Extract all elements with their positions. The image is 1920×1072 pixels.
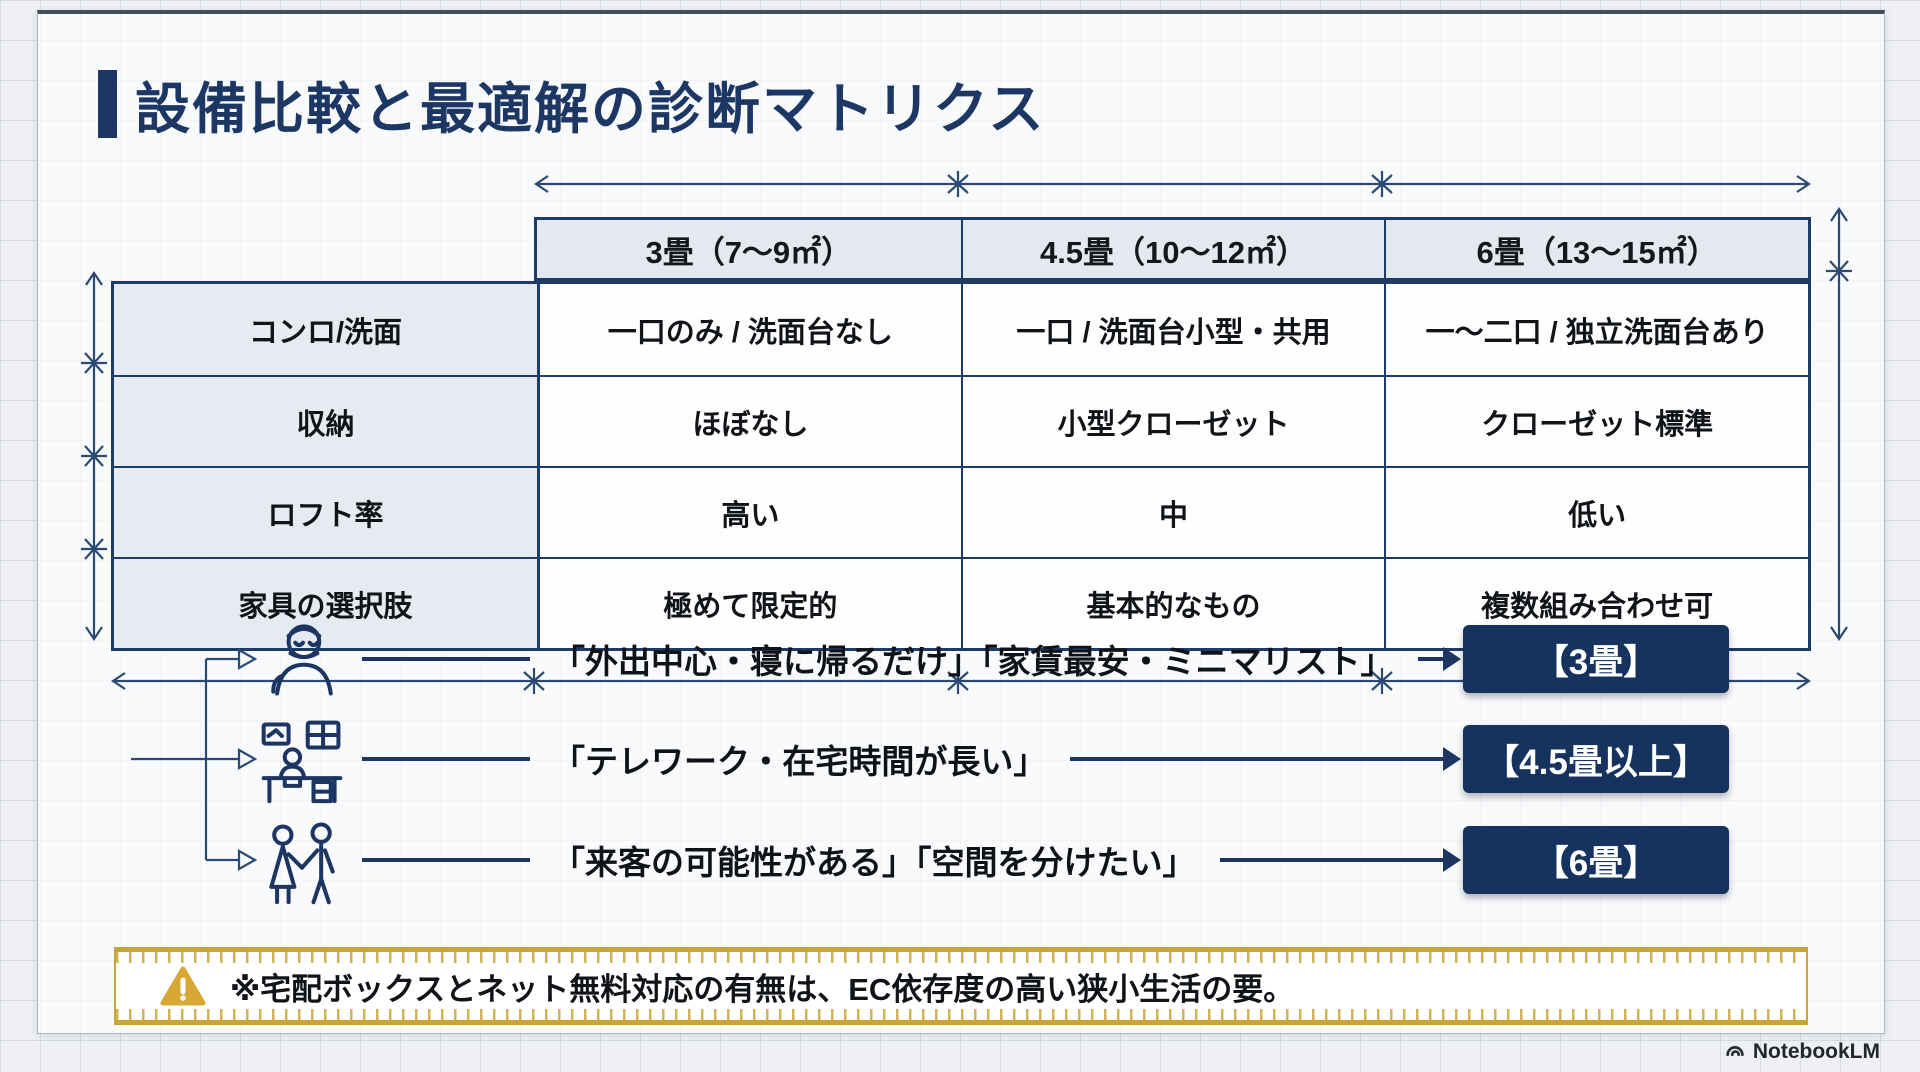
flow-arrow [1443,747,1461,771]
warning-text: ※宅配ボックスとネット無料対応の有無は、EC依存度の高い狭小生活の要。 [230,971,1295,1007]
table-cell: 基本的なもの [960,557,1385,648]
table-cell: 一〜二口 / 独立洗面台あり [1384,284,1808,375]
connector-line [362,858,530,862]
notebooklm-logo-icon [1726,1046,1744,1057]
flow-line [1070,757,1443,761]
size-badge: 【3畳】 [1463,625,1729,693]
table-cell: 中 [960,466,1385,557]
notebooklm-brand: NotebookLM [1752,1040,1880,1063]
column-header: 3畳（7〜9㎡） [537,220,961,278]
flow-arrow [1443,647,1461,671]
comparison-table: コンロ/洗面 一口のみ / 洗面台なし 一口 / 洗面台小型・共用 一〜二口 /… [111,281,1811,651]
telework-desk-icon [256,713,348,805]
infographic-card: 設備比較と最適解の診断マトリクス 3畳（7〜9㎡） 4.5畳（10〜12㎡ [37,10,1885,1034]
table-cell: 小型クローゼット [960,375,1385,466]
table-cell: 極めて限定的 [537,557,961,648]
table-cell: クローゼット標準 [1384,375,1808,466]
top-dimension-line [534,171,1811,197]
table-cell: ほぼなし [537,375,961,466]
size-badge: 【4.5畳以上】 [1463,725,1729,793]
row-label: ロフト率 [114,466,537,557]
row-label: コンロ/洗面 [114,284,537,375]
row-label: 収納 [114,375,537,466]
title-row: 設備比較と最適解の診断マトリクス [98,64,1045,144]
column-header: 4.5畳（10〜12㎡） [960,220,1385,278]
left-dimension-line [81,271,107,641]
flow-arrow [1443,848,1461,872]
persona-text: 「外出中心・寝に帰るだけ」「家賃最安・ミニマリスト」 [552,643,1394,680]
comparison-table-header: 3畳（7〜9㎡） 4.5畳（10〜12㎡） 6畳（13〜15㎡） [534,217,1811,281]
flow-line [1219,858,1443,862]
table-cell: 低い [1384,466,1808,557]
sleeping-person-icon [256,613,348,705]
right-dimension-line [1826,207,1852,641]
column-header: 6畳（13〜15㎡） [1384,220,1808,278]
page-title: 設備比較と最適解の診断マトリクス [135,78,1046,140]
persona-row: 「外出中心・寝に帰るだけ」「家賃最安・ミニマリスト」 【3畳】 [256,611,1729,707]
title-accent-bar [98,70,117,138]
persona-text: 「テレワーク・在宅時間が長い」 [552,743,1047,780]
size-badge: 【6畳】 [1463,826,1729,894]
connector-line [362,757,530,761]
row-label: 家具の選択肢 [114,557,537,648]
flow-line [1417,657,1443,661]
table-cell: 一口 / 洗面台小型・共用 [960,284,1385,375]
persona-branch-connector [131,648,258,871]
table-cell: 高い [537,466,961,557]
persona-text: 「来客の可能性がある」「空間を分けたい」 [552,844,1196,881]
footer: NotebookLM [1724,1040,1880,1064]
persona-row: 「来客の可能性がある」「空間を分けたい」 【6畳】 [256,812,1729,908]
table-cell: 一口のみ / 洗面台なし [537,284,961,375]
warning-icon [160,966,206,1006]
visitors-handshake-icon [256,814,348,906]
persona-row: 「テレワーク・在宅時間が長い」 【4.5畳以上】 [256,711,1729,807]
connector-line [362,657,530,661]
warning-box: ※宅配ボックスとネット無料対応の有無は、EC依存度の高い狭小生活の要。 [114,947,1808,1025]
